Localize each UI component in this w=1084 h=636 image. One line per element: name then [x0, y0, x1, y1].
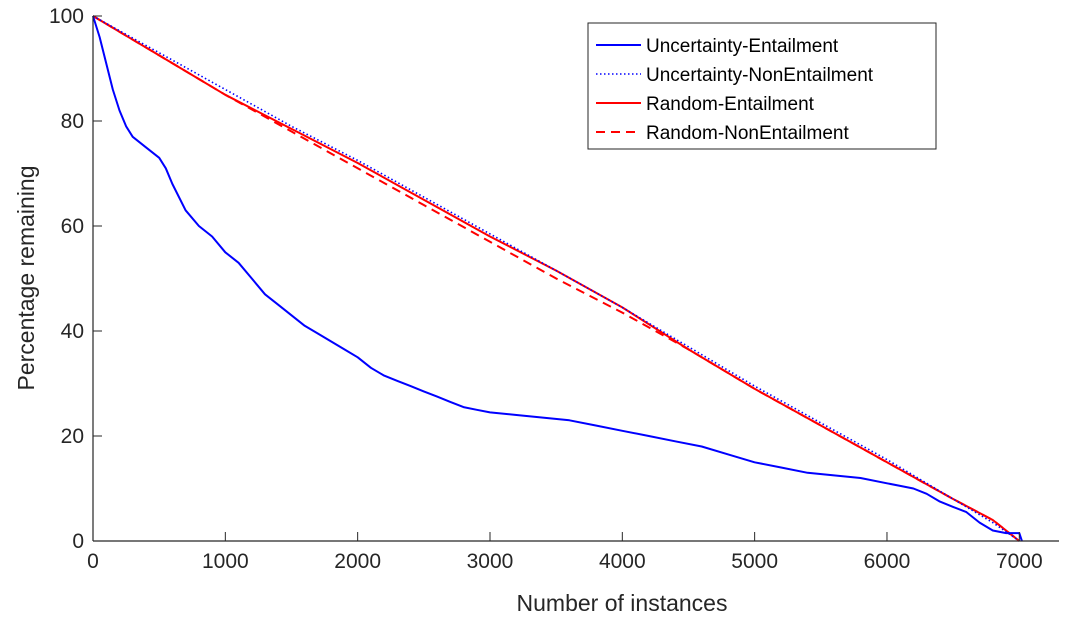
legend-box [587, 22, 937, 150]
legend-label-1: Uncertainty-Entailment [646, 36, 839, 57]
x-axis-label: Number of instances [517, 590, 728, 616]
x-tick-label: 3000 [467, 550, 514, 573]
y-tick-label: 100 [49, 5, 84, 28]
legend-items: Uncertainty-Entailment Uncertainty-NonEnt… [596, 36, 874, 144]
axes-layer [92, 16, 1059, 542]
legend-label-4: Random-NonEntailment [646, 123, 849, 144]
y-tick-label: 40 [61, 320, 84, 343]
y-tick-label: 0 [72, 530, 84, 553]
y-tick-label: 20 [61, 425, 84, 448]
y-axis-label: Percentage remaining [13, 165, 39, 390]
x-tick-label: 7000 [996, 550, 1043, 573]
legend-label-2: Uncertainty-NonEntailment [646, 65, 874, 86]
legend: Uncertainty-Entailment Uncertainty-NonEnt… [587, 22, 937, 150]
legend-label-3: Random-Entailment [646, 94, 815, 115]
ticks-layer: 0 1000 2000 3000 4000 5000 6000 7000 0 20 40 60 80 10… [49, 5, 1043, 573]
y-tick-label: 60 [61, 215, 84, 238]
y-tick-label: 80 [61, 110, 84, 133]
x-tick-label: 1000 [202, 550, 249, 573]
x-tick-label: 2000 [334, 550, 381, 573]
series-layer [92, 15, 1023, 542]
x-tick-label: 6000 [864, 550, 911, 573]
series-line-3 [92, 15, 1020, 542]
x-tick-label: 0 [87, 550, 99, 573]
x-tick-label: 5000 [731, 550, 778, 573]
series-line-1 [92, 15, 1023, 542]
x-tick-label: 4000 [599, 550, 646, 573]
series-line-2 [92, 15, 1020, 542]
